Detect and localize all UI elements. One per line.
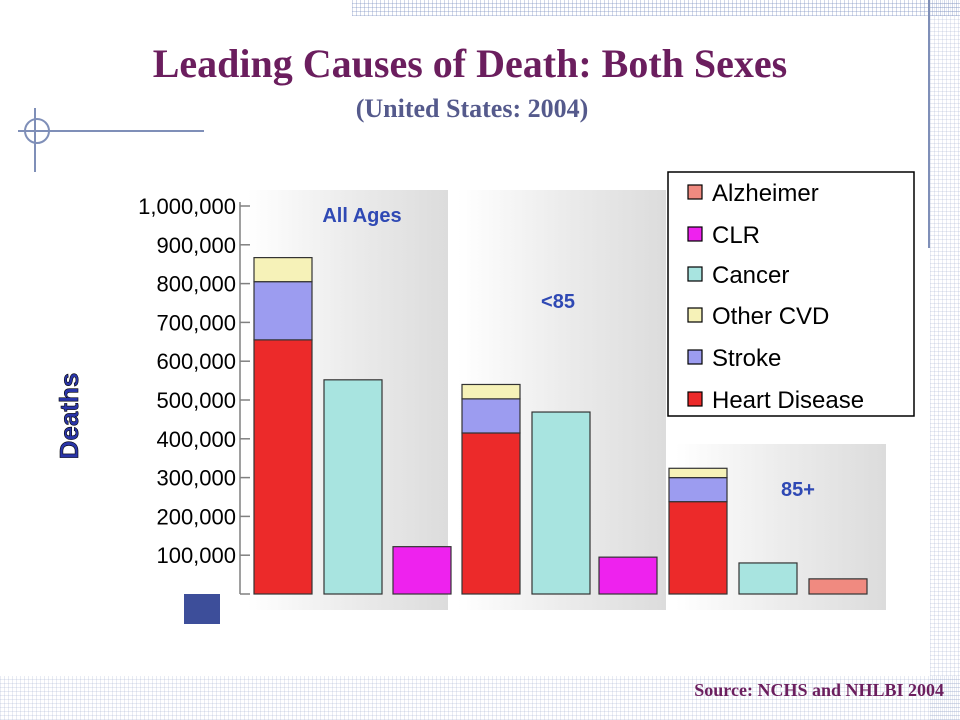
y-tick-label: 200,000 bbox=[156, 504, 236, 529]
bar-segment-heart-disease bbox=[668, 501, 728, 595]
group-label: <85 bbox=[541, 291, 575, 313]
bar-segment-stroke bbox=[461, 398, 521, 434]
bar-segment-cancer bbox=[323, 379, 383, 595]
legend-swatch-clr bbox=[687, 226, 703, 242]
decorative-horizontal-line bbox=[18, 130, 204, 132]
decorative-grid-bottom bbox=[0, 676, 960, 720]
legend-label-clr: CLR bbox=[712, 222, 760, 249]
decorative-grid-top bbox=[352, 0, 960, 16]
bar-segment-heart-disease bbox=[461, 432, 521, 595]
legend-swatch-cancer bbox=[687, 266, 703, 282]
y-tick-label: 400,000 bbox=[156, 427, 236, 452]
bar-segment-heart-disease bbox=[253, 339, 313, 595]
bar-segment-alzheimer bbox=[808, 578, 868, 595]
y-tick-label: 1,000,000 bbox=[138, 194, 236, 219]
y-tick-label: 500,000 bbox=[156, 388, 236, 413]
group-label: All Ages bbox=[322, 205, 401, 227]
source-note: Source: NCHS and NHLBI 2004 bbox=[694, 680, 944, 700]
bar-segment-clr bbox=[598, 556, 658, 595]
decorative-circle bbox=[24, 118, 50, 144]
bar-segment-cancer bbox=[531, 411, 591, 595]
bar-segment-stroke bbox=[668, 477, 728, 503]
bar-segment-stroke bbox=[253, 281, 313, 341]
y-tick-label: 600,000 bbox=[156, 349, 236, 374]
bar-segment-other-cvd bbox=[668, 467, 728, 479]
slide-subtitle: (United States: 2004) bbox=[355, 94, 589, 123]
legend-label-cancer: Cancer bbox=[712, 262, 789, 289]
y-tick-label: 300,000 bbox=[156, 466, 236, 491]
legend-label-heart-disease: Heart Disease bbox=[712, 387, 864, 414]
bar-segment-clr bbox=[392, 546, 452, 595]
bar-segment-other-cvd bbox=[253, 257, 313, 283]
legend-box bbox=[667, 171, 915, 417]
y-axis-label: Deaths bbox=[54, 373, 84, 460]
bar-segment-cancer bbox=[738, 562, 798, 595]
legend-label-alzheimer: Alzheimer bbox=[712, 180, 819, 207]
y-tick-label: 100,000 bbox=[156, 543, 236, 568]
legend-swatch-heart-disease bbox=[687, 391, 703, 407]
decorative-grid-right bbox=[930, 0, 960, 720]
slide-title: Leading Causes of Death: Both Sexes bbox=[152, 41, 788, 86]
legend-swatch-other-cvd bbox=[687, 307, 703, 323]
legend-label-other-cvd: Other CVD bbox=[712, 303, 829, 330]
legend-swatch-alzheimer bbox=[687, 184, 703, 200]
bar-segment-other-cvd bbox=[461, 383, 521, 400]
y-tick-label: 700,000 bbox=[156, 310, 236, 335]
group-label: 85+ bbox=[781, 479, 815, 501]
legend-label-stroke: Stroke bbox=[712, 345, 781, 372]
decorative-vertical-line bbox=[928, 0, 930, 248]
y-tick-label: 800,000 bbox=[156, 272, 236, 297]
y-tick-label: 900,000 bbox=[156, 233, 236, 258]
decorative-square bbox=[184, 594, 220, 624]
legend-swatch-stroke bbox=[687, 349, 703, 365]
